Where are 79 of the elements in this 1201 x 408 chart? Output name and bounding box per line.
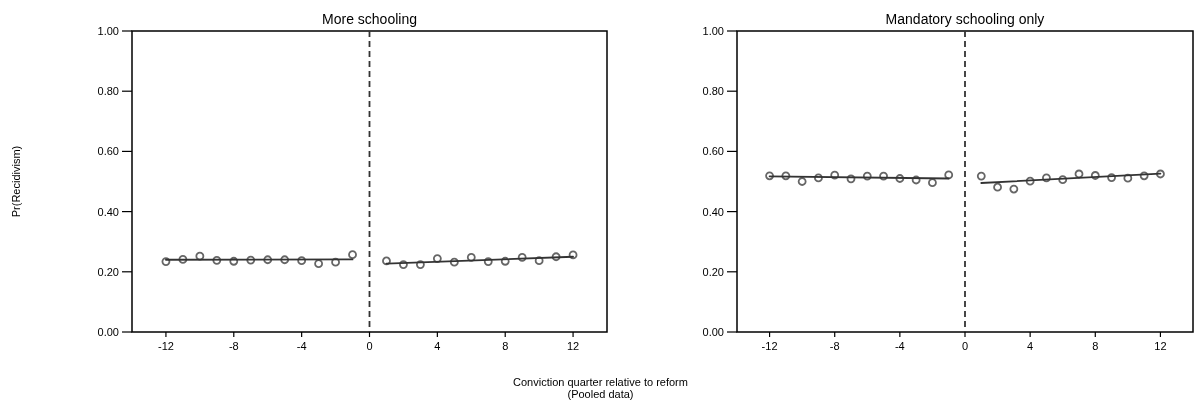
point [846, 174, 856, 184]
point [517, 252, 527, 262]
point [1107, 173, 1116, 182]
point [432, 254, 442, 263]
point [263, 255, 273, 265]
y-tick-label: 0.00 [702, 326, 724, 338]
point [879, 171, 888, 181]
y-tick-label: 0.20 [702, 265, 724, 278]
y-tick-label: 1.00 [97, 25, 119, 37]
x-tick-label: 4 [434, 340, 441, 352]
point [1074, 169, 1084, 179]
point [500, 256, 510, 266]
point [568, 250, 578, 260]
point [331, 257, 340, 267]
point [297, 256, 307, 266]
point [246, 255, 256, 265]
x-tick-label: 12 [566, 340, 580, 352]
point [178, 255, 188, 264]
point [212, 255, 222, 265]
x-tick-label: -4 [296, 340, 307, 352]
x-tick-label: 8 [502, 340, 509, 352]
point [797, 177, 807, 186]
point [449, 257, 459, 267]
x-tick-label: 12 [1154, 340, 1167, 352]
point [161, 257, 171, 266]
x-axis-title: Conviction quarter relative to reform [513, 376, 688, 388]
point [1156, 169, 1165, 179]
chart-title: Mandatory schooling only [885, 11, 1045, 27]
point [911, 175, 921, 185]
point [928, 178, 937, 188]
x-tick-label: 8 [1092, 340, 1099, 352]
point [229, 256, 239, 266]
x-tick-label: -8 [829, 340, 840, 352]
point [415, 260, 425, 269]
point [382, 256, 391, 266]
point [814, 173, 823, 183]
point [399, 260, 408, 269]
y-tick-label: 0.60 [97, 145, 119, 158]
point [781, 171, 791, 181]
y-tick-label: 0.40 [702, 205, 724, 218]
point [551, 252, 561, 262]
x-tick-label: -8 [228, 340, 239, 352]
y-axis-title: Pr(Recidivism) [10, 145, 22, 218]
point [1090, 171, 1100, 180]
point [993, 182, 1002, 192]
x-tick-label: 4 [1027, 340, 1034, 352]
point [1058, 175, 1068, 185]
y-tick-label: 0.80 [97, 85, 119, 98]
y-tick-label: 0.80 [702, 85, 724, 98]
point [534, 256, 544, 266]
point [976, 171, 986, 181]
point [314, 259, 324, 269]
y-tick-label: 0.20 [97, 265, 119, 278]
point [348, 250, 357, 260]
point [895, 174, 905, 183]
point [1009, 184, 1019, 194]
y-tick-label: 0.60 [702, 145, 724, 158]
chart-title: More schooling [322, 11, 417, 27]
point [280, 255, 290, 265]
point [830, 170, 840, 180]
y-tick-label: 1.00 [702, 25, 724, 37]
text: (Pooled data) [567, 388, 634, 400]
point [765, 171, 774, 181]
point [1139, 171, 1149, 181]
point [944, 170, 954, 180]
y-tick-label: 0.00 [97, 326, 119, 338]
x-tick-label: -12 [157, 340, 174, 352]
point [466, 252, 476, 262]
point [1025, 176, 1035, 186]
x-tick-label: -12 [761, 340, 778, 352]
point [483, 257, 493, 266]
point [1123, 173, 1133, 183]
point [862, 171, 872, 181]
x-tick-label: 0 [366, 340, 373, 352]
x-tick-label: 0 [961, 340, 969, 352]
x-tick-label: -4 [894, 340, 905, 352]
y-tick-label: 0.40 [97, 205, 119, 218]
point [1042, 173, 1051, 183]
point [195, 251, 205, 261]
